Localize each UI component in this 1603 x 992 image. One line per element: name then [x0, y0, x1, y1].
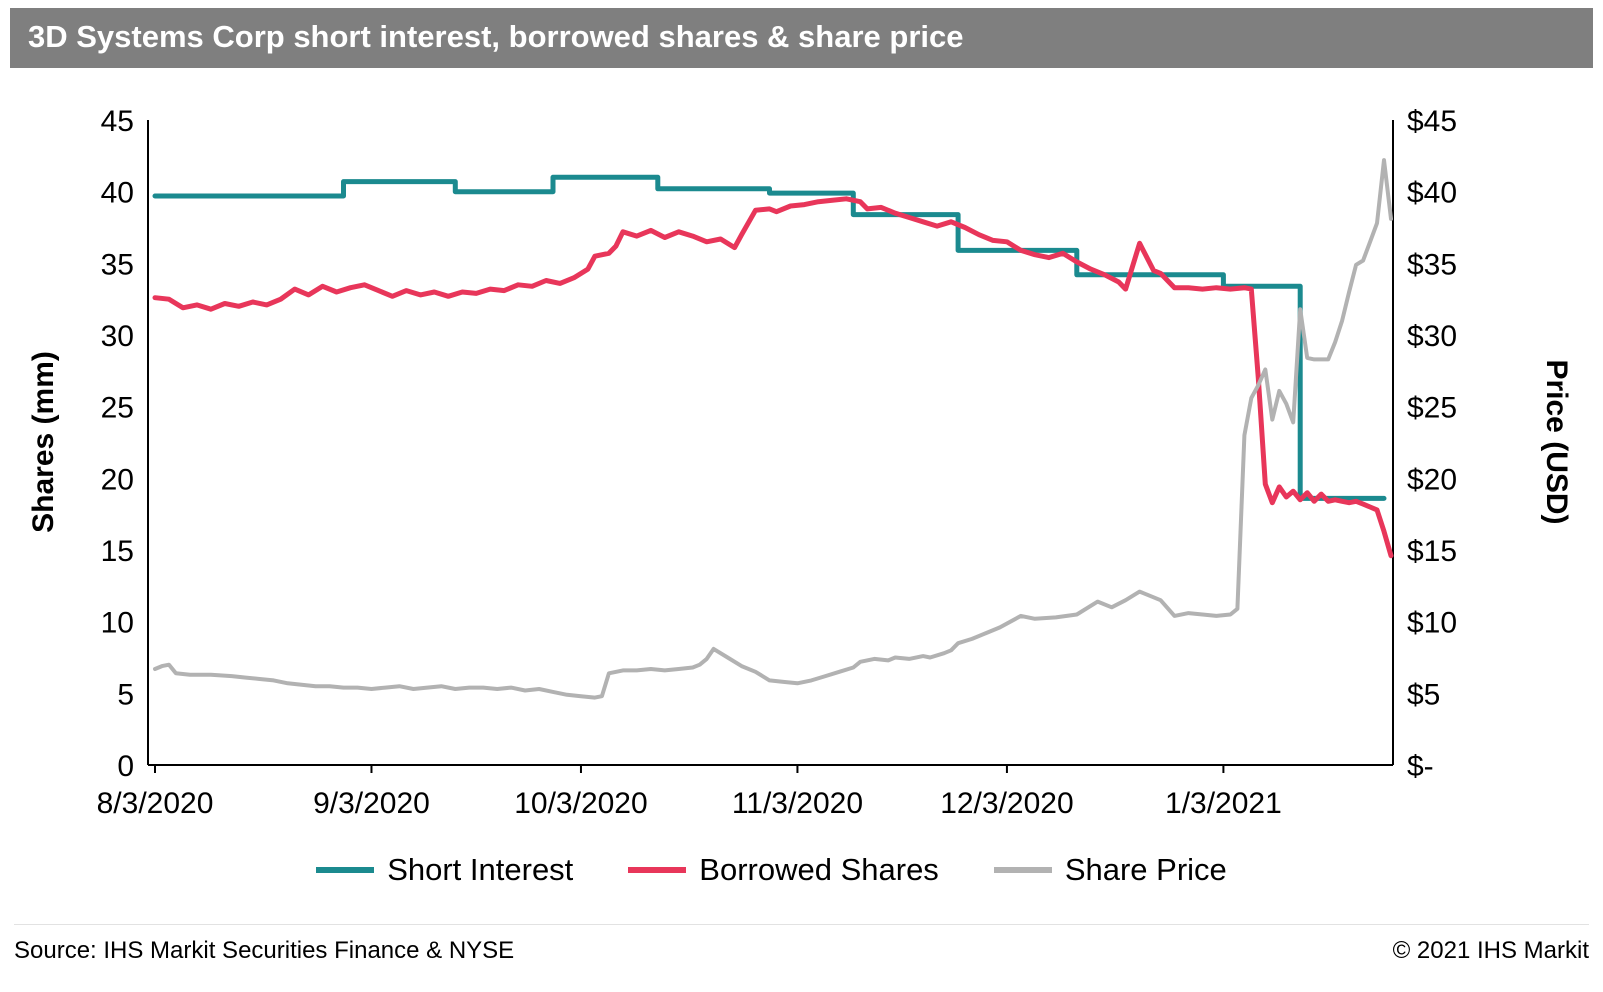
x-axis-tick-label: 1/3/2021	[1165, 787, 1282, 820]
y-axis-left-tick-label: 25	[101, 392, 134, 425]
legend-item-short-interest: Short Interest	[316, 852, 573, 888]
legend-item-share-price: Share Price	[993, 852, 1227, 888]
chart-area: 0 5 10 15 20 25 30 35 40 45 $- $5 $10 $15 $20 $25 $30 $35…	[0, 68, 1603, 836]
y-axis-left-tick-label: 40	[101, 177, 134, 210]
y-axis-right-tick-label: $10	[1407, 607, 1457, 640]
y-axis-right-tick-label: $35	[1407, 248, 1457, 281]
chart-title-bar: 3D Systems Corp short interest, borrowed…	[10, 8, 1593, 68]
y-axis-right-tick-label: $15	[1407, 535, 1457, 568]
chart-plot: 0 5 10 15 20 25 30 35 40 45 $- $5 $10 $15 $20 $25 $30 $35…	[97, 105, 1457, 820]
copyright-note: © 2021 IHS Markit	[1392, 937, 1589, 964]
footer: Source: IHS Markit Securities Finance & …	[14, 924, 1589, 965]
legend-swatch-share-price	[993, 867, 1052, 873]
chart-legend: Short Interest Borrowed Shares Share Price	[0, 852, 1573, 888]
series-line-share-price	[153, 158, 1393, 700]
chart-title: 3D Systems Corp short interest, borrowed…	[28, 19, 964, 54]
legend-item-borrowed-shares: Borrowed Shares	[628, 852, 939, 888]
y-axis-left-tick-label: 5	[117, 678, 134, 711]
legend-label-share-price: Share Price	[1064, 852, 1227, 887]
y-axis-right-tick-label: $40	[1407, 177, 1457, 210]
legend-label-borrowed-shares: Borrowed Shares	[699, 852, 939, 887]
y-axis-left-tick-label: 0	[117, 750, 134, 783]
legend-swatch-borrowed-shares	[628, 867, 687, 873]
y-axis-right-tick-label: $-	[1407, 750, 1434, 783]
legend-swatch-short-interest	[316, 867, 375, 873]
y-axis-right-tick-label: $45	[1407, 105, 1457, 138]
y-axis-left-tick-label: 20	[101, 463, 134, 496]
x-axis-tick-label: 11/3/2020	[732, 787, 863, 820]
y-axis-left-tick-label: 35	[101, 248, 134, 281]
y-axis-left-tick-label: 15	[101, 535, 134, 568]
x-axis-tick-label: 8/3/2020	[97, 787, 214, 820]
left-axis-title: Shares (mm)	[27, 351, 60, 533]
y-axis-right-tick-label: $25	[1407, 392, 1457, 425]
page: 3D Systems Corp short interest, borrowed…	[0, 8, 1603, 965]
x-axis-tick-label: 9/3/2020	[313, 787, 430, 820]
series-line-borrowed-shares	[152, 196, 1394, 559]
series-line-short-interest	[152, 174, 1387, 501]
x-axis-tick-label: 12/3/2020	[940, 787, 1073, 820]
y-axis-right-tick-label: $30	[1407, 320, 1457, 353]
y-axis-left-tick-label: 10	[101, 607, 134, 640]
source-note: Source: IHS Markit Securities Finance & …	[14, 937, 515, 964]
y-axis-right-tick-label: $5	[1407, 678, 1440, 711]
y-axis-left-tick-label: 45	[101, 105, 134, 138]
legend-label-short-interest: Short Interest	[387, 852, 574, 887]
right-axis-title: Price (USD)	[1540, 359, 1573, 525]
y-axis-right-tick-label: $20	[1407, 463, 1457, 496]
y-axis-left-tick-label: 30	[101, 320, 134, 353]
x-axis-tick-label: 10/3/2020	[514, 787, 647, 820]
